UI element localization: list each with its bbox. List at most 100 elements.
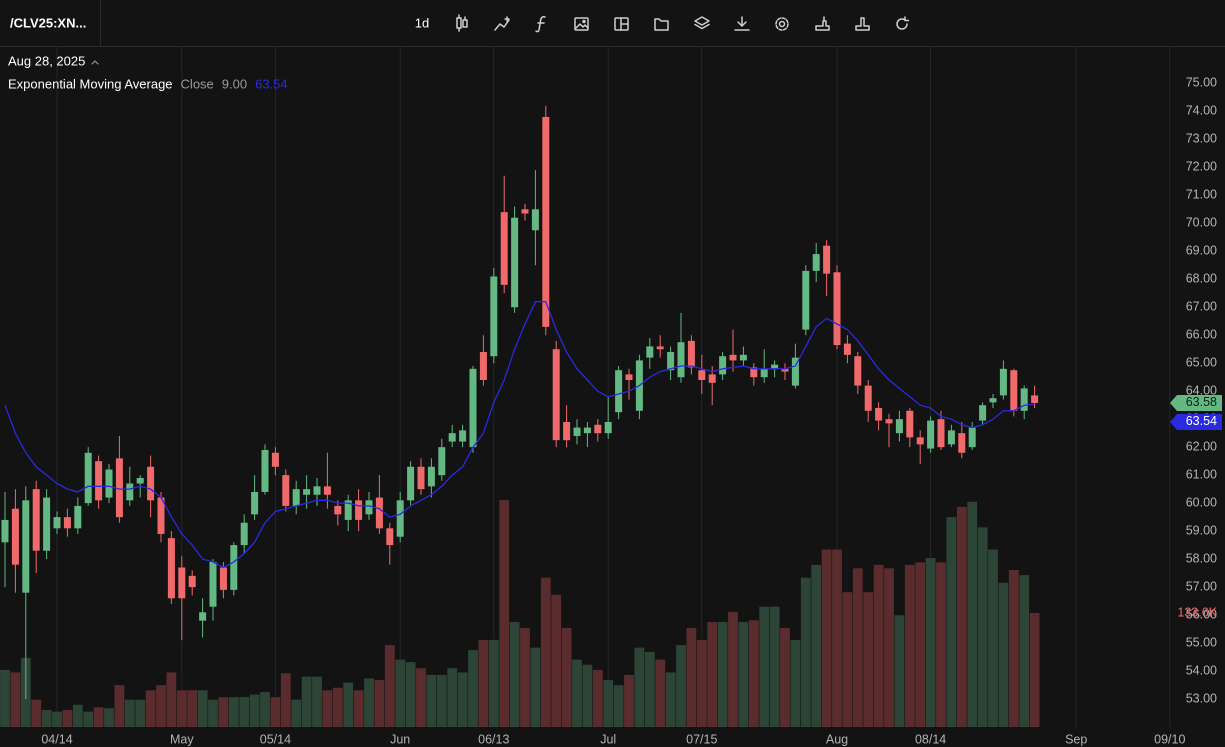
volume-bar: [114, 685, 125, 727]
candle-body: [115, 458, 123, 518]
layout-button[interactable]: [614, 17, 629, 31]
candle-body: [760, 368, 768, 378]
candle-body: [1031, 395, 1039, 403]
volume-bar: [364, 678, 374, 727]
toolbar: [0, 0, 1225, 46]
x-tick-label: 05/14: [260, 732, 291, 746]
grid: [56, 47, 1171, 727]
volume-bar: [717, 622, 728, 727]
candle-body: [11, 508, 19, 565]
candle-body: [178, 567, 186, 599]
folder-button[interactable]: [654, 18, 669, 31]
settings-button[interactable]: [775, 17, 789, 31]
x-tick-label: 07/15: [686, 732, 717, 746]
candle-body: [885, 419, 893, 424]
volume-bar: [343, 682, 354, 727]
volume-bar: [852, 568, 863, 727]
interval-button[interactable]: 1d: [415, 15, 429, 30]
candle-body: [407, 466, 415, 501]
candle-body: [906, 410, 914, 438]
candle-body: [625, 374, 633, 381]
candle-body: [251, 491, 259, 515]
candle-body: [271, 452, 279, 467]
volume-bar: [135, 699, 146, 727]
alert-button[interactable]: [815, 16, 830, 31]
download-button[interactable]: [734, 16, 750, 31]
y-tick-label: 57.00: [1186, 579, 1217, 593]
y-tick-label: 70.00: [1186, 216, 1217, 230]
volume-bar: [1008, 570, 1019, 727]
volume-bar: [603, 680, 614, 727]
candle-body: [989, 398, 997, 403]
candle-body: [656, 346, 664, 350]
candle-body: [771, 364, 779, 369]
candle-body: [167, 538, 175, 599]
volume-bar: [624, 674, 634, 727]
volume-bar: [499, 500, 510, 727]
indicator-name: Exponential Moving Average: [8, 76, 173, 91]
candle-body: [157, 497, 165, 534]
candle-body: [344, 500, 352, 520]
candle-body: [95, 461, 103, 501]
volume-bar: [312, 676, 322, 727]
candle-body: [355, 500, 363, 520]
candle-body: [864, 385, 872, 411]
candle-body: [313, 486, 321, 495]
volume-bar: [904, 564, 915, 727]
volume-bar: [873, 564, 884, 727]
candle-body: [583, 427, 591, 434]
order-button[interactable]: [855, 17, 870, 31]
volume-bar: [332, 687, 343, 727]
volume-bar: [249, 694, 260, 727]
volume-bar: [759, 606, 770, 727]
indicator-length: 9.00: [222, 76, 247, 91]
candle-body: [781, 368, 789, 372]
refresh-button[interactable]: [896, 16, 910, 30]
y-tick-label: 60.00: [1186, 495, 1217, 509]
indicators-button[interactable]: [494, 16, 510, 31]
candle-type-button[interactable]: [456, 14, 468, 32]
ema-price-label: 63.54: [1186, 414, 1217, 428]
volume-bar: [0, 669, 10, 727]
y-tick-label: 71.00: [1186, 188, 1217, 202]
candle-body: [729, 354, 737, 361]
volume-bar: [93, 707, 104, 727]
volume-bar: [156, 685, 166, 727]
collapse-caret[interactable]: [91, 60, 99, 65]
y-tick-label: 66.00: [1186, 328, 1217, 342]
volume-bar: [572, 659, 582, 727]
candle-body: [334, 505, 342, 515]
volume-bar: [530, 647, 541, 727]
y-tick-label: 68.00: [1186, 272, 1217, 286]
x-tick-label: 09/10: [1154, 732, 1185, 746]
candle-body: [687, 340, 695, 368]
volume-bar: [956, 506, 967, 727]
volume-bar: [540, 577, 551, 727]
date-label: Aug 28, 2025: [8, 53, 85, 68]
image-button[interactable]: [574, 17, 589, 31]
volume-bar: [634, 647, 645, 727]
volume-bar: [946, 517, 957, 727]
volume-bar: [301, 676, 312, 727]
candle-body: [542, 116, 550, 327]
volume-bar: [998, 582, 1009, 727]
candle-body: [43, 497, 51, 551]
layers-button[interactable]: [694, 16, 710, 30]
candle-body: [708, 374, 716, 383]
volume-bar: [166, 672, 177, 727]
candle-body: [823, 245, 831, 274]
candle-body: [438, 447, 446, 476]
candle-body: [573, 427, 581, 436]
volume-bar: [280, 673, 291, 727]
symbol[interactable]: /CLV25:XN...: [10, 15, 86, 30]
volume-bar: [707, 622, 718, 727]
volume-bar: [187, 690, 198, 727]
volume-bar: [520, 628, 530, 727]
function-button[interactable]: [535, 16, 546, 33]
candle-body: [646, 346, 654, 358]
overlay-layer: [4, 301, 1035, 569]
volume-bar: [197, 690, 208, 727]
volume-bar: [811, 564, 822, 727]
candle-body: [875, 407, 883, 421]
